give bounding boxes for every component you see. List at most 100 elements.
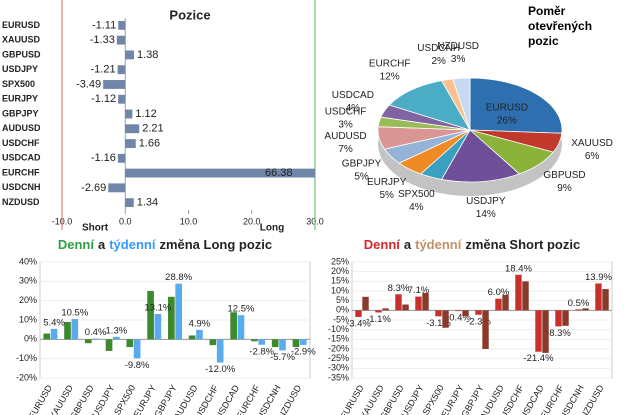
category-label: GBPUSD	[2, 49, 41, 59]
bar	[84, 339, 92, 344]
bar	[515, 274, 522, 311]
bar	[482, 310, 489, 349]
bar	[209, 339, 217, 346]
pie-label: AUDUSD	[324, 131, 366, 142]
bar	[395, 294, 402, 311]
y-tick-label: -20%	[328, 343, 349, 353]
value-label: -1.16	[91, 152, 116, 164]
pie-label: XAUUSD	[571, 138, 613, 149]
chart-title: Pozice	[169, 7, 210, 22]
title-part: Denní	[364, 237, 401, 252]
title-part: Denní	[58, 237, 95, 252]
value-label: -12.0%	[205, 364, 236, 375]
value-label: 1.34	[137, 197, 158, 209]
pie-value-label: 4%	[409, 202, 424, 213]
category-label: NZDUSD	[2, 197, 40, 207]
value-label: 1.38	[137, 49, 158, 61]
bar	[113, 336, 120, 340]
category-label: SPX500	[2, 79, 35, 89]
bar	[271, 339, 279, 348]
category-label: EURCHF	[2, 167, 40, 177]
title-part: změna Short pozic	[465, 237, 580, 252]
bar	[292, 339, 300, 348]
bar	[462, 310, 469, 317]
title-part: a	[404, 237, 412, 252]
value-label: -3.4%	[346, 318, 371, 329]
value-label: -3.49	[76, 78, 101, 90]
bar	[125, 109, 133, 119]
bar	[125, 198, 134, 208]
bar	[103, 80, 126, 89]
bar	[175, 283, 182, 340]
pie-label: EURCHF	[369, 59, 411, 70]
value-label: -1.1%	[366, 314, 391, 325]
y-tick-label: -20%	[16, 372, 37, 382]
value-label: -1.21	[91, 64, 116, 76]
value-label: -9.8%	[125, 360, 150, 371]
value-label: 28.8%	[165, 272, 192, 283]
pie-label: GBPJPY	[342, 158, 382, 169]
bar	[582, 308, 589, 311]
category-label: XAUUSD	[2, 35, 41, 45]
y-tick-label: 20%	[331, 266, 349, 276]
x-tick-label: 20.0	[243, 216, 261, 226]
bar	[562, 310, 569, 326]
bar	[475, 310, 482, 315]
bar	[71, 319, 79, 340]
value-label: -1.33	[90, 34, 115, 46]
bar	[522, 281, 529, 311]
pie-label: USDCAD	[332, 90, 374, 101]
value-label: -5.7%	[270, 352, 295, 363]
y-tick-label: 0%	[24, 334, 37, 344]
value-label: -2.8%	[249, 346, 274, 357]
bar	[92, 338, 99, 340]
pie-slice	[388, 80, 471, 131]
bar	[402, 304, 409, 311]
bar	[118, 94, 126, 104]
pie-value-label: 5%	[354, 171, 369, 182]
bar	[555, 310, 562, 327]
bar	[105, 339, 113, 351]
bar	[535, 310, 542, 352]
y-tick-label: 20%	[19, 295, 37, 305]
bar	[125, 139, 136, 148]
value-label: 4.9%	[189, 318, 211, 329]
category-label: GBPJPY	[2, 108, 39, 118]
title-part: týdenní	[109, 237, 156, 252]
pie-slice	[440, 129, 521, 183]
bar	[575, 309, 582, 311]
bar	[251, 339, 258, 342]
pie-value-label: 2%	[431, 56, 446, 67]
pie-slice	[452, 77, 471, 131]
pie-label: USDJPY	[466, 196, 506, 207]
bar	[602, 289, 609, 311]
x-tick-label: 10.0	[180, 216, 198, 226]
bar	[279, 339, 286, 351]
long-label: Long	[260, 223, 284, 234]
pie-value-label: 4%	[346, 103, 361, 114]
value-label: -3.1%	[426, 318, 451, 329]
pie-value-label: 3%	[451, 54, 466, 65]
y-tick-label: 0%	[336, 305, 349, 315]
pie-title: Poměr otevřených pozic	[528, 4, 593, 48]
title-part: změna Long pozic	[159, 237, 272, 252]
bar	[50, 328, 58, 340]
chart-title: Denní a týdenní změna Short pozic	[364, 237, 580, 252]
y-tick-label: 25%	[331, 256, 349, 266]
y-tick-label: -5%	[333, 314, 349, 324]
value-label: 1.12	[135, 108, 156, 120]
pie-label: EURUSD	[486, 103, 528, 114]
category-label: USDCHF	[2, 138, 40, 148]
bar	[495, 298, 502, 311]
bar	[415, 296, 422, 311]
pie-value-label: 14%	[476, 209, 496, 220]
value-label: -0.4%	[446, 313, 471, 324]
pie-value-label: 12%	[380, 72, 400, 83]
bar	[117, 153, 126, 163]
bar	[422, 292, 429, 311]
y-tick-label: 10%	[19, 314, 37, 324]
y-tick-label: -10%	[16, 353, 37, 363]
bar	[133, 339, 141, 359]
value-label: 13.9%	[585, 272, 612, 283]
title-part: a	[98, 237, 106, 252]
